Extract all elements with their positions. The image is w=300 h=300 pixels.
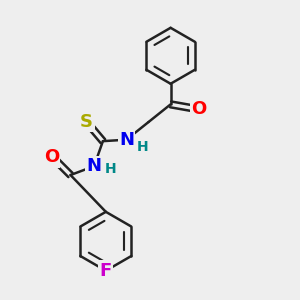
Text: N: N <box>87 157 102 175</box>
Text: H: H <box>137 140 148 154</box>
Text: S: S <box>80 113 93 131</box>
Text: H: H <box>104 162 116 176</box>
Text: N: N <box>119 131 134 149</box>
Text: F: F <box>100 262 112 280</box>
Text: O: O <box>191 100 206 118</box>
Text: O: O <box>44 148 59 166</box>
